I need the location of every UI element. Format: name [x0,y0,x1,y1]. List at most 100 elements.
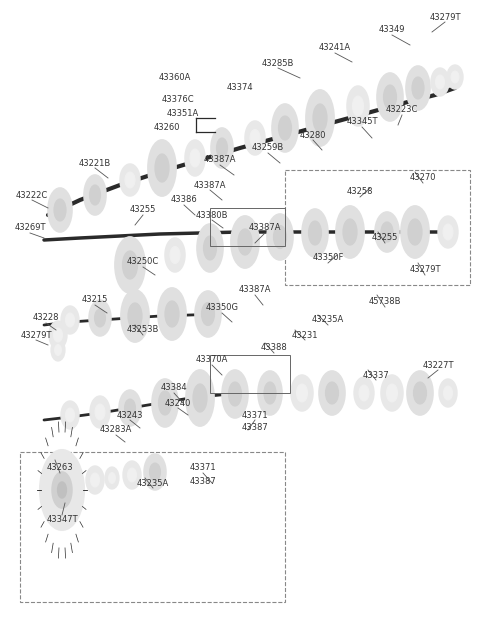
Ellipse shape [202,302,215,325]
Text: 43235A: 43235A [312,316,344,325]
Text: 43255: 43255 [372,233,398,242]
Ellipse shape [384,85,396,109]
Ellipse shape [408,219,422,245]
Ellipse shape [347,86,369,126]
Ellipse shape [381,222,393,242]
Ellipse shape [272,104,298,152]
Text: 43388: 43388 [261,344,288,353]
Ellipse shape [291,375,313,411]
Ellipse shape [89,300,111,336]
Text: 45738B: 45738B [369,297,401,306]
Text: 43376C: 43376C [162,96,194,105]
Ellipse shape [65,313,74,327]
Ellipse shape [336,206,364,258]
Bar [20,452,285,602]
Ellipse shape [319,371,345,415]
Text: 43215: 43215 [82,295,108,304]
Ellipse shape [302,209,328,257]
Ellipse shape [386,384,397,402]
Ellipse shape [186,370,214,426]
Text: 43270: 43270 [410,174,436,183]
Ellipse shape [95,404,105,420]
Text: 43279T: 43279T [20,330,52,339]
Ellipse shape [158,391,171,415]
Ellipse shape [86,466,104,494]
Ellipse shape [124,399,135,417]
Ellipse shape [128,303,142,329]
Ellipse shape [447,65,463,89]
Ellipse shape [431,68,449,96]
Text: 43349: 43349 [379,25,405,34]
Text: 43227T: 43227T [422,361,454,370]
Ellipse shape [144,454,166,490]
Ellipse shape [258,371,282,415]
Ellipse shape [354,377,374,409]
Ellipse shape [297,384,308,402]
Ellipse shape [193,384,207,412]
Ellipse shape [51,339,65,361]
Ellipse shape [444,386,453,400]
Ellipse shape [91,473,99,487]
Ellipse shape [439,379,457,407]
Text: 43351A: 43351A [167,108,199,117]
Ellipse shape [128,468,136,482]
Ellipse shape [105,467,119,489]
Ellipse shape [375,212,399,252]
Text: 43360A: 43360A [159,74,191,82]
Text: 43255: 43255 [130,205,156,214]
Ellipse shape [125,172,135,188]
Ellipse shape [197,224,223,272]
Text: 43221B: 43221B [79,158,111,167]
Ellipse shape [90,396,110,428]
Text: 43243: 43243 [117,410,143,420]
Ellipse shape [148,140,176,196]
Ellipse shape [264,382,276,404]
Bar [210,355,290,393]
Ellipse shape [190,149,200,167]
Text: 43387: 43387 [190,477,216,486]
Text: 43241A: 43241A [319,44,351,53]
Ellipse shape [443,224,453,240]
Ellipse shape [204,236,216,260]
Ellipse shape [55,344,61,356]
Text: 43283A: 43283A [100,425,132,434]
Ellipse shape [413,382,427,404]
Ellipse shape [359,385,369,401]
Text: 43240: 43240 [165,399,191,408]
Text: 43387A: 43387A [194,181,226,190]
Text: 43235A: 43235A [137,479,169,488]
Ellipse shape [89,185,100,205]
Ellipse shape [435,75,444,89]
Text: 43337: 43337 [362,370,389,380]
Text: 43345T: 43345T [346,117,378,127]
Ellipse shape [274,226,287,249]
Text: 43280: 43280 [300,131,326,139]
Ellipse shape [195,291,221,337]
Ellipse shape [313,104,327,132]
Ellipse shape [250,129,260,146]
Ellipse shape [216,138,228,158]
Text: 43387A: 43387A [239,285,271,295]
Ellipse shape [108,472,116,484]
Ellipse shape [119,390,141,426]
Ellipse shape [377,73,403,121]
Ellipse shape [381,375,403,411]
Text: 43258: 43258 [347,188,373,197]
Ellipse shape [65,408,74,422]
Ellipse shape [267,214,293,260]
Text: 43250C: 43250C [127,257,159,266]
Text: 43228: 43228 [33,313,59,323]
Text: 43269T: 43269T [14,224,46,233]
Ellipse shape [158,288,186,340]
Text: 43350G: 43350G [205,304,239,313]
Ellipse shape [185,140,205,176]
Ellipse shape [165,238,185,272]
Bar [285,170,470,285]
Ellipse shape [325,382,338,404]
Ellipse shape [165,301,179,327]
Text: 43279T: 43279T [429,13,461,22]
Text: 43253B: 43253B [127,325,159,335]
Ellipse shape [278,116,291,140]
Ellipse shape [343,219,357,245]
Text: 43285B: 43285B [262,58,294,67]
